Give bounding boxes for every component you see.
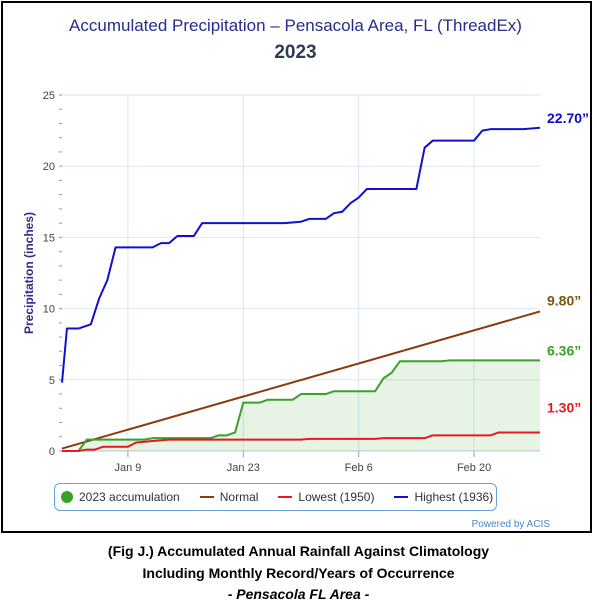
y-tick-label: 0: [49, 446, 55, 458]
legend-line-icon: [199, 496, 214, 498]
legend-label: Normal: [219, 490, 259, 504]
y-tick-label: 5: [49, 375, 55, 387]
legend-label: Lowest (1950): [298, 490, 375, 504]
end-label-2023-accumulation: 6.36”: [547, 342, 581, 358]
caption-line-2: Including Monthly Record/Years of Occurr…: [142, 565, 455, 581]
chart-frame: [1, 1, 592, 533]
legend-dot-icon: [61, 491, 73, 503]
y-tick-label: 25: [43, 90, 55, 102]
chart-subtitle: 2023: [274, 42, 317, 63]
end-label-lowest-1950: 1.30”: [547, 399, 581, 415]
end-labels: 22.70” 9.80” 6.36” 1.30”: [547, 110, 589, 416]
x-tick-label: Feb 20: [457, 462, 491, 474]
x-tick-label: Jan 23: [227, 462, 260, 474]
series-line-lowest-1950: [62, 431, 540, 452]
legend-item-highest[interactable]: Highest (1936): [394, 490, 493, 504]
legend-label: Highest (1936): [414, 490, 494, 504]
series-lines: [61, 126, 541, 452]
x-tick-label: Feb 6: [345, 462, 373, 474]
legend: 2023 accumulation Normal Lowest (1950) H…: [54, 483, 497, 511]
legend-item-normal[interactable]: Normal: [199, 490, 259, 504]
legend-item-lowest[interactable]: Lowest (1950): [278, 490, 374, 504]
series-line-2023-accumulation: [62, 359, 540, 452]
chart-title: Accumulated Precipitation – Pensacola Ar…: [69, 16, 522, 35]
series-line-highest-1936: [61, 126, 541, 383]
caption-line-3: - Pensacola FL Area -: [227, 586, 370, 602]
y-tick-label: 20: [43, 161, 55, 173]
y-tick-label: 10: [43, 304, 55, 316]
x-tick-label: Jan 9: [114, 462, 141, 474]
series-line-normal: [61, 310, 541, 450]
legend-line-icon: [278, 496, 293, 498]
y-tick-label: 15: [43, 232, 55, 244]
y-minor-ticks: [59, 94, 62, 452]
chart-plot: 0 5 10 15 20 25 Jan 9 Jan 23 Feb 6 Feb 20 22.70” 9…: [22, 90, 589, 474]
end-label-normal: 9.80”: [547, 292, 581, 308]
y-axis-label: Precipitation (inches): [22, 212, 36, 334]
end-label-highest-1936: 22.70”: [547, 110, 589, 126]
legend-line-icon: [394, 496, 409, 498]
caption-line-1: (Fig J.) Accumulated Annual Rainfall Aga…: [107, 543, 490, 559]
accumulation-area: [62, 360, 540, 451]
legend-label: 2023 accumulation: [79, 490, 180, 504]
powered-by-link[interactable]: Powered by ACIS: [471, 519, 550, 530]
legend-item-accumulation[interactable]: 2023 accumulation: [61, 490, 180, 504]
grid-lines: [62, 94, 540, 457]
axis-labels: 0 5 10 15 20 25 Jan 9 Jan 23 Feb 6 Feb 20: [43, 90, 491, 474]
